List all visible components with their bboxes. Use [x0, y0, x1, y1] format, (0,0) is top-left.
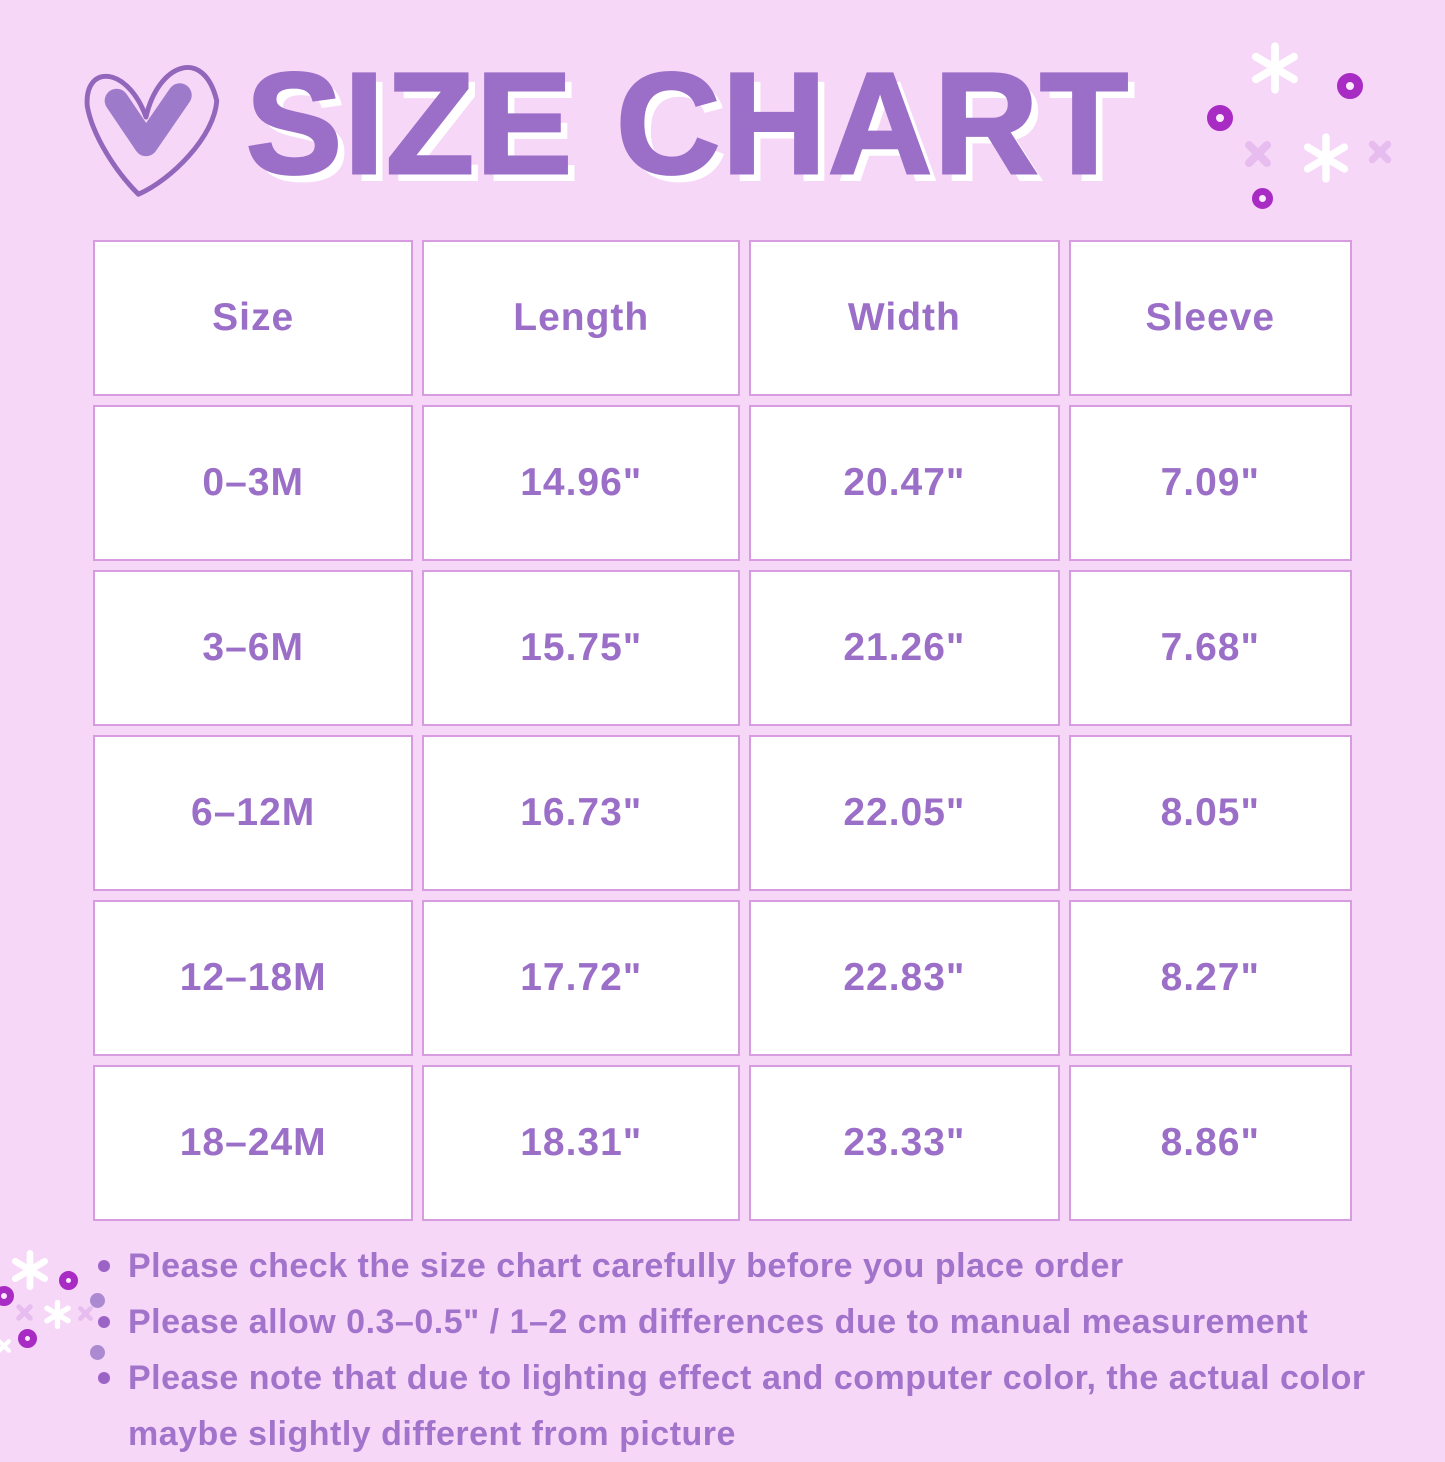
size-cell: 18–24M [93, 1065, 414, 1221]
donut-dot-icon [59, 1271, 78, 1290]
table-header: Size Length Width Sleeve [93, 240, 1352, 396]
heart-doodle-icon [84, 65, 220, 197]
sleeve-cell: 7.09" [1068, 405, 1352, 561]
size-chart-table: Size Length Width Sleeve 0–3M 14.96" 20.… [84, 231, 1361, 1230]
bullet-icon [98, 1260, 110, 1272]
table-row: 18–24M 18.31" 23.33" 8.86" [93, 1065, 1352, 1221]
cross-sparkle-icon [0, 1339, 11, 1353]
bullet-icon [98, 1372, 110, 1384]
width-cell: 23.33" [749, 1065, 1060, 1221]
donut-dot-icon [1337, 73, 1363, 99]
column-header-sleeve: Sleeve [1068, 240, 1352, 396]
length-cell: 14.96" [422, 405, 741, 561]
column-header-length: Length [422, 240, 741, 396]
length-cell: 17.72" [422, 900, 741, 1056]
note-item: Please allow 0.3–0.5" / 1–2 cm differenc… [98, 1294, 1366, 1350]
table-row: 0–3M 14.96" 20.47" 7.09" [93, 405, 1352, 561]
column-header-size: Size [93, 240, 414, 396]
sparkle-icon [12, 1250, 48, 1290]
sleeve-cell: 8.27" [1068, 900, 1352, 1056]
note-item: Please note that due to lighting effect … [98, 1350, 1366, 1462]
size-cell: 12–18M [93, 900, 414, 1056]
size-cell: 3–6M [93, 570, 414, 726]
length-cell: 15.75" [422, 570, 741, 726]
sparkle-icon [1252, 42, 1298, 94]
sleeve-cell: 7.68" [1068, 570, 1352, 726]
solid-dot-icon [90, 1345, 105, 1360]
notes-list: Please check the size chart carefully be… [98, 1238, 1366, 1462]
table-header-row: Size Length Width Sleeve [93, 240, 1352, 396]
size-cell: 6–12M [93, 735, 414, 891]
length-cell: 16.73" [422, 735, 741, 891]
width-cell: 22.83" [749, 900, 1060, 1056]
table-row: 12–18M 17.72" 22.83" 8.27" [93, 900, 1352, 1056]
donut-dot-icon [1207, 105, 1233, 131]
sleeve-cell: 8.86" [1068, 1065, 1352, 1221]
cross-sparkle-icon [1368, 140, 1392, 164]
bullet-icon [98, 1316, 110, 1328]
donut-dot-icon [1252, 188, 1273, 209]
cross-sparkle-icon [16, 1304, 33, 1321]
note-text: Please allow 0.3–0.5" / 1–2 cm differenc… [128, 1303, 1309, 1341]
note-text: Please note that due to lighting effect … [128, 1359, 1366, 1453]
solid-dot-icon [90, 1293, 105, 1308]
note-text: Please check the size chart carefully be… [128, 1247, 1124, 1285]
table-row: 3–6M 15.75" 21.26" 7.68" [93, 570, 1352, 726]
sparkle-icon [1303, 133, 1349, 183]
sleeve-cell: 8.05" [1068, 735, 1352, 891]
cross-sparkle-icon [1245, 141, 1271, 167]
cross-sparkle-icon [78, 1306, 93, 1321]
width-cell: 22.05" [749, 735, 1060, 891]
page-title: SIZE CHART [245, 42, 1130, 206]
donut-dot-icon [0, 1286, 14, 1306]
column-header-width: Width [749, 240, 1060, 396]
note-item: Please check the size chart carefully be… [98, 1238, 1366, 1294]
size-cell: 0–3M [93, 405, 414, 561]
sparkle-icon [44, 1300, 71, 1329]
width-cell: 21.26" [749, 570, 1060, 726]
width-cell: 20.47" [749, 405, 1060, 561]
donut-dot-icon [18, 1329, 37, 1348]
table-row: 6–12M 16.73" 22.05" 8.05" [93, 735, 1352, 891]
length-cell: 18.31" [422, 1065, 741, 1221]
